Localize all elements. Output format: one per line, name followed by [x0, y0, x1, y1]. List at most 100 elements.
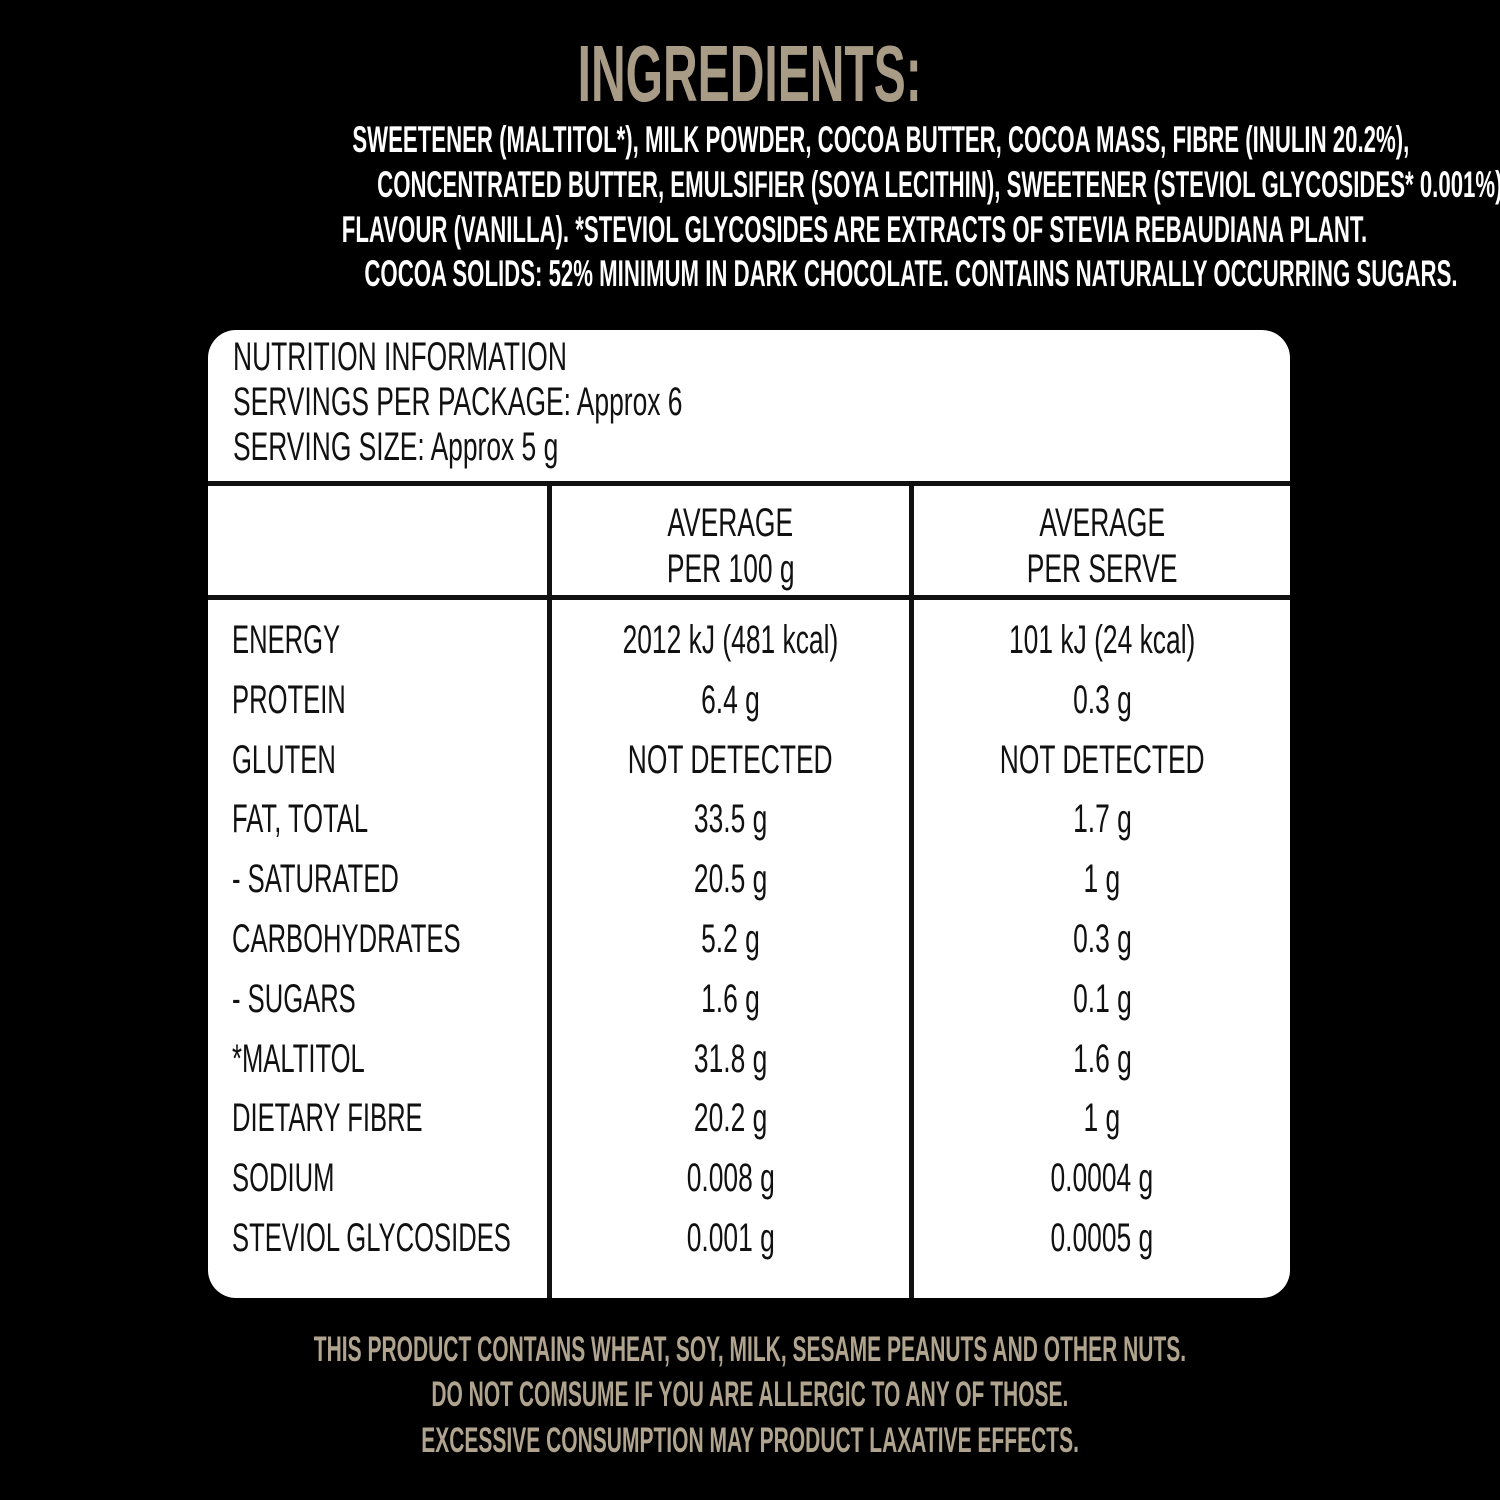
allergen-warning: THIS PRODUCT CONTAINS WHEAT, SOY, MILK, … [0, 1330, 1500, 1370]
nutrient-label: FAT, TOTAL [232, 797, 445, 842]
value-per-100g: 20.5 g [552, 857, 909, 902]
ingredients-line: FLAVOUR (VANILLA). *STEVIOL GLYCOSIDES A… [0, 209, 1500, 251]
value-per-100g: 5.2 g [552, 917, 909, 962]
nutrition-title-text: NUTRITION INFORMATION [233, 335, 567, 379]
value-per-serve: NOT DETECTED [914, 738, 1290, 783]
value-per-100g: 6.4 g [552, 678, 909, 723]
value-text: 20.5 g [693, 857, 768, 902]
ingredients-text: FLAVOUR (VANILLA). *STEVIOL GLYCOSIDES A… [341, 209, 1368, 250]
value-text: 101 kJ (24 kcal) [1008, 618, 1196, 662]
nutrition-row: - SUGARS 1.6 g 0.1 g [208, 977, 1290, 1037]
nutrient-label: ENERGY [232, 618, 401, 663]
nutrient-label: - SUGARS [232, 977, 425, 1022]
servings-per-package: SERVINGS PER PACKAGE: Approx 6 [233, 380, 914, 425]
value-per-100g: NOT DETECTED [552, 738, 909, 783]
value-text: 1.7 g [1072, 797, 1132, 842]
nutrient-label: PROTEIN [232, 678, 410, 723]
value-per-serve: 0.0004 g [914, 1156, 1290, 1201]
column-header-per-serve: AVERAGE PER SERVE [914, 500, 1290, 592]
nutrient-label-text: PROTEIN [232, 677, 346, 722]
value-text: 31.8 g [693, 1036, 768, 1081]
value-text: 0.008 g [686, 1156, 775, 1201]
value-per-100g: 0.008 g [552, 1156, 909, 1201]
value-per-serve: 0.1 g [914, 977, 1290, 1022]
value-per-100g: 2012 kJ (481 kcal) [552, 618, 909, 663]
nutrition-row: CARBOHYDRATES 5.2 g 0.3 g [208, 917, 1290, 977]
value-text: NOT DETECTED [999, 737, 1205, 782]
nutrient-label-text: - SUGARS [232, 976, 356, 1021]
value-per-serve: 1 g [914, 857, 1290, 902]
laxative-warning: EXCESSIVE CONSUMPTION MAY PRODUCT LAXATI… [0, 1421, 1500, 1461]
nutrition-row: ENERGY 2012 kJ (481 kcal) 101 kJ (24 kcal) [208, 618, 1290, 678]
value-per-100g: 1.6 g [552, 977, 909, 1022]
nutrition-row: - SATURATED 20.5 g 1 g [208, 857, 1290, 917]
ingredients-line: COCOA SOLIDS: 52% MINIMUM IN DARK CHOCOL… [0, 253, 1500, 295]
value-text: 0.3 g [1072, 917, 1132, 961]
value-text: 1.6 g [701, 976, 760, 1021]
value-text: 33.5 g [693, 797, 768, 842]
warning-text: EXCESSIVE CONSUMPTION MAY PRODUCT LAXATI… [421, 1421, 1079, 1460]
value-per-serve: 0.0005 g [914, 1216, 1290, 1261]
value-text: 2012 kJ (481 kcal) [622, 618, 839, 662]
ingredients-text: CONCENTRATED BUTTER, EMULSIFIER (SOYA LE… [377, 164, 1500, 205]
column-header-text: PER 100 g [666, 547, 795, 591]
nutrient-label: DIETARY FIBRE [232, 1096, 530, 1141]
value-per-100g: 0.001 g [552, 1216, 909, 1261]
value-text: 0.1 g [1072, 976, 1132, 1021]
value-text: 0.0005 g [1050, 1216, 1154, 1260]
nutrition-title: NUTRITION INFORMATION [233, 335, 739, 380]
column-divider [547, 483, 552, 1298]
value-text: 5.2 g [701, 917, 760, 961]
nutrition-row: STEVIOL GLYCOSIDES 0.001 g 0.0005 g [208, 1216, 1290, 1276]
value-per-serve: 1 g [914, 1096, 1290, 1141]
nutrient-label: STEVIOL GLYCOSIDES [232, 1216, 668, 1261]
column-header-text: PER SERVE [1026, 547, 1178, 591]
value-text: 0.0004 g [1050, 1156, 1154, 1201]
value-text: 0.001 g [686, 1216, 775, 1260]
nutrient-label-text: FAT, TOTAL [232, 797, 369, 842]
nutrient-label-text: GLUTEN [232, 737, 336, 782]
nutrient-label-text: ENERGY [232, 618, 341, 662]
column-header-text: AVERAGE [667, 501, 794, 545]
nutrition-row: FAT, TOTAL 33.5 g 1.7 g [208, 797, 1290, 857]
ingredients-line: CONCENTRATED BUTTER, EMULSIFIER (SOYA LE… [0, 164, 1500, 206]
nutrition-row: PROTEIN 6.4 g 0.3 g [208, 678, 1290, 738]
nutrition-row: GLUTEN NOT DETECTED NOT DETECTED [208, 738, 1290, 798]
servings-text: SERVINGS PER PACKAGE: Approx 6 [233, 380, 683, 424]
value-per-serve: 101 kJ (24 kcal) [914, 618, 1290, 663]
allergen-warning: DO NOT COMSUME IF YOU ARE ALLERGIC TO AN… [0, 1375, 1500, 1415]
nutrition-panel: NUTRITION INFORMATION SERVINGS PER PACKA… [208, 330, 1290, 1298]
nutrient-label-text: - SATURATED [232, 857, 399, 902]
value-text: 6.4 g [701, 677, 760, 722]
value-text: 1 g [1083, 1096, 1121, 1141]
value-per-100g: 20.2 g [552, 1096, 909, 1141]
value-per-serve: 1.6 g [914, 1037, 1290, 1082]
value-text: 0.3 g [1072, 677, 1132, 722]
nutrient-label-text: *MALTITOL [232, 1036, 365, 1081]
nutrition-row: *MALTITOL 31.8 g 1.6 g [208, 1037, 1290, 1097]
ingredients-title-text: INGREDIENTS: [577, 29, 922, 118]
value-per-100g: 33.5 g [552, 797, 909, 842]
nutrient-label: *MALTITOL [232, 1037, 439, 1082]
serving-size: SERVING SIZE: Approx 5 g [233, 425, 726, 470]
value-per-100g: 31.8 g [552, 1037, 909, 1082]
value-text: 20.2 g [693, 1096, 768, 1141]
value-per-serve: 1.7 g [914, 797, 1290, 842]
value-text: 1.6 g [1072, 1036, 1132, 1081]
column-divider [909, 483, 914, 1298]
nutrient-label: GLUTEN [232, 738, 394, 783]
nutrient-label-text: SODIUM [232, 1156, 335, 1201]
nutrient-label: - SATURATED [232, 857, 493, 902]
column-header-text: AVERAGE [1039, 501, 1165, 545]
warning-text: THIS PRODUCT CONTAINS WHEAT, SOY, MILK, … [313, 1330, 1187, 1369]
ingredients-title: INGREDIENTS: [0, 28, 1500, 120]
value-per-serve: 0.3 g [914, 678, 1290, 723]
ingredients-text: SWEETENER (MALTITOL*), MILK POWDER, COCO… [352, 119, 1410, 160]
column-header-per-100g: AVERAGE PER 100 g [552, 500, 909, 592]
serving-size-text: SERVING SIZE: Approx 5 g [233, 425, 559, 469]
nutrient-label: CARBOHYDRATES [232, 917, 589, 962]
value-per-serve: 0.3 g [914, 917, 1290, 962]
nutrient-label: SODIUM [232, 1156, 392, 1201]
nutrition-row: SODIUM 0.008 g 0.0004 g [208, 1156, 1290, 1216]
ingredients-line: SWEETENER (MALTITOL*), MILK POWDER, COCO… [0, 119, 1500, 161]
